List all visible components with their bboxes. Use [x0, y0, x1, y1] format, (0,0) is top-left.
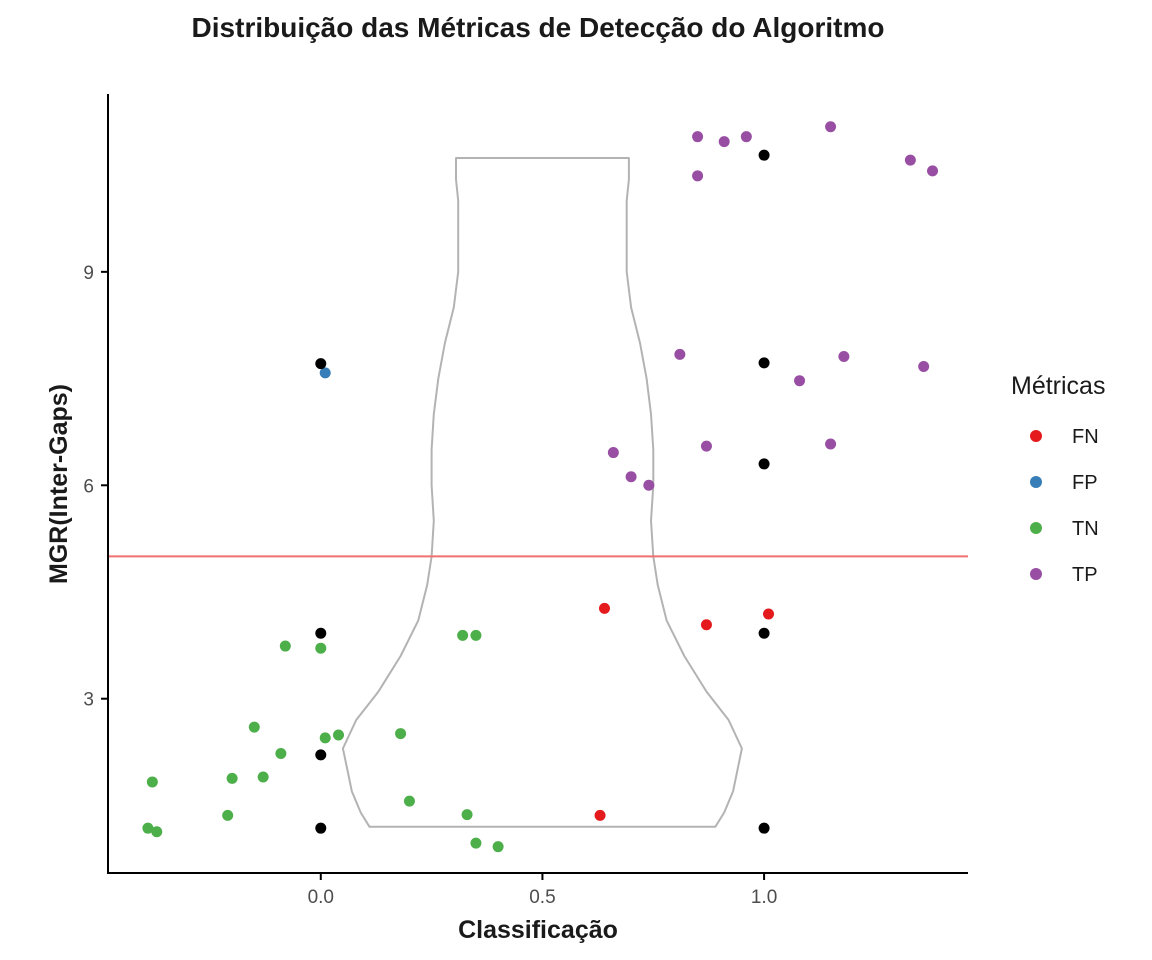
point-tp — [643, 479, 655, 491]
legend-label-tn: TN — [1072, 518, 1099, 540]
point-tp — [674, 348, 686, 360]
point-tn — [470, 629, 482, 641]
point-marker — [758, 458, 770, 470]
point-fn — [594, 809, 606, 821]
point-tp — [794, 375, 806, 387]
point-tn — [279, 640, 291, 652]
point-tn — [319, 732, 331, 744]
point-tp — [625, 471, 637, 483]
point-tn — [315, 642, 327, 654]
point-tp — [740, 131, 752, 143]
point-tp — [825, 438, 837, 450]
y-tick-label: 3 — [83, 690, 94, 711]
point-marker — [315, 822, 327, 834]
point-tn — [492, 841, 504, 853]
point-marker — [315, 749, 327, 761]
y-tick-label: 9 — [83, 263, 94, 284]
point-tn — [461, 809, 473, 821]
legend-entries: FN FP TN TP — [1030, 426, 1099, 586]
legend-label-fp: FP — [1072, 472, 1098, 494]
point-marker — [758, 357, 770, 369]
legend-key-fp — [1030, 476, 1042, 488]
point-tp — [700, 440, 712, 452]
point-tp — [607, 447, 619, 459]
point-tn — [470, 837, 482, 849]
point-fn — [598, 602, 610, 614]
point-tn — [333, 729, 345, 741]
point-marker — [758, 149, 770, 161]
legend-label-fn: FN — [1072, 426, 1099, 448]
legend-title: Métricas — [1011, 372, 1105, 400]
point-fn — [763, 608, 775, 620]
x-axis-title: Classificação — [458, 916, 618, 944]
point-tn — [248, 721, 260, 733]
point-tn — [222, 809, 234, 821]
point-tp — [692, 131, 704, 143]
point-tn — [457, 629, 469, 641]
point-tn — [142, 822, 154, 834]
point-tp — [918, 360, 930, 372]
chart-title: Distribuição das Métricas de Detecção do… — [192, 12, 885, 43]
points-layer — [142, 121, 939, 853]
point-fp — [319, 367, 331, 379]
x-ticks: 0.0 0.5 1.0 — [308, 873, 777, 908]
point-marker — [758, 822, 770, 834]
legend-key-fn — [1030, 430, 1042, 442]
point-tn — [275, 747, 287, 759]
violin-outline — [341, 157, 743, 828]
violin-layer — [341, 157, 743, 828]
legend-label-tp: TP — [1072, 564, 1098, 586]
point-marker — [315, 358, 327, 370]
y-tick-label: 6 — [83, 476, 94, 497]
x-tick-label: 1.0 — [751, 887, 777, 908]
point-tn — [226, 772, 238, 784]
point-tp — [825, 121, 837, 133]
point-tn — [395, 728, 407, 740]
point-tn — [146, 776, 158, 788]
point-tp — [692, 170, 704, 182]
y-axis-title: MGR(Inter-Gaps) — [45, 384, 73, 584]
point-tp — [904, 154, 916, 166]
point-marker — [758, 627, 770, 639]
point-tn — [403, 795, 415, 807]
legend-key-tn — [1030, 522, 1042, 534]
x-tick-label: 0.5 — [529, 887, 555, 908]
point-tn — [257, 771, 269, 783]
point-marker — [315, 627, 327, 639]
legend: Métricas FN FP TN TP — [1011, 372, 1105, 586]
point-fn — [700, 619, 712, 631]
point-tp — [718, 136, 730, 148]
point-tp — [838, 351, 850, 363]
point-tn — [151, 826, 163, 838]
x-tick-label: 0.0 — [308, 887, 334, 908]
y-ticks: 3 6 9 — [83, 263, 108, 711]
point-tp — [927, 165, 939, 177]
legend-key-tp — [1030, 568, 1042, 580]
